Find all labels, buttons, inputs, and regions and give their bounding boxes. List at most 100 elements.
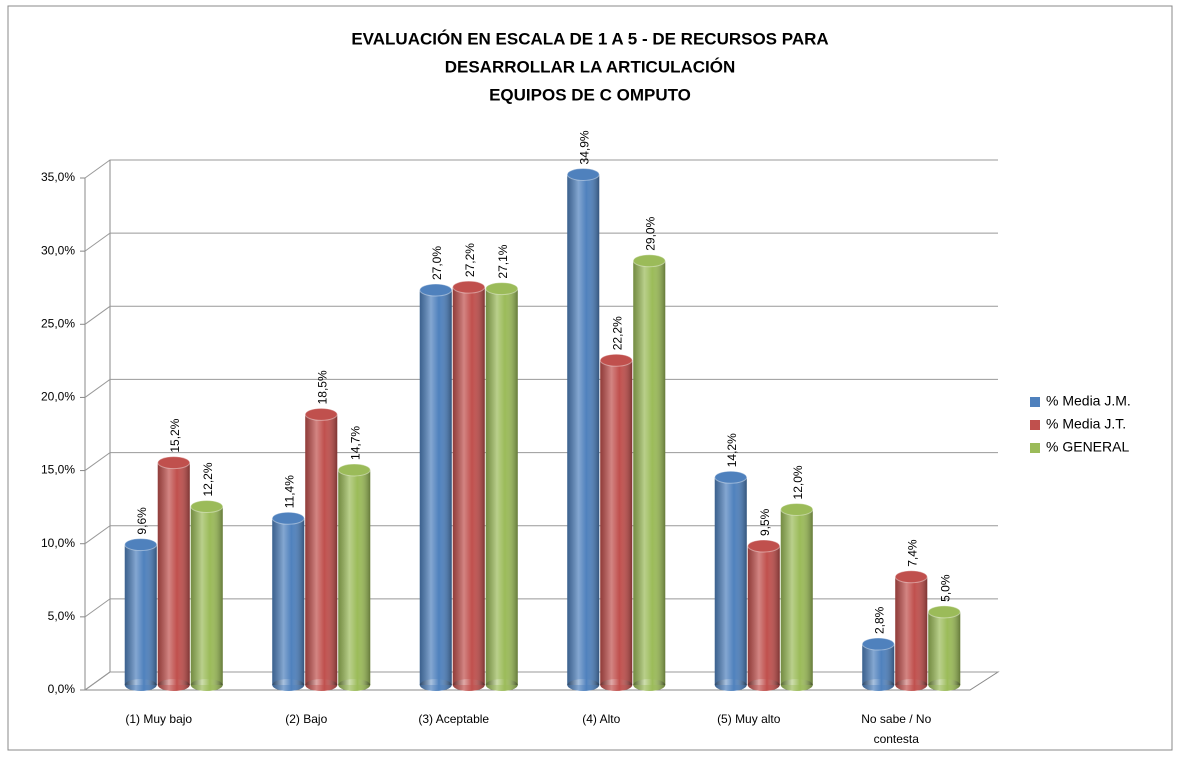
bar-base-shade	[485, 679, 518, 691]
bar	[124, 538, 158, 691]
bar	[271, 511, 305, 691]
chart-title: DESARROLLAR LA ARTICULACIÓN	[445, 57, 736, 76]
legend-swatch	[1030, 420, 1040, 430]
value-label: 15,2%	[168, 418, 182, 452]
bar-top	[780, 502, 814, 516]
bar-base-shade	[895, 679, 928, 691]
bar-shade	[157, 462, 190, 685]
bar	[304, 407, 338, 691]
y-tick-label: 35,0%	[41, 170, 75, 184]
bar-base-shade	[714, 679, 747, 691]
grid-line	[84, 232, 998, 252]
value-label: 22,2%	[610, 316, 624, 350]
bar-top	[927, 605, 961, 619]
bar-top	[566, 167, 600, 181]
y-tick-label: 30,0%	[41, 243, 75, 257]
bar-base-shade	[862, 679, 895, 691]
bar-shade	[190, 506, 223, 685]
bar-base-shade	[305, 679, 338, 691]
bar-shade	[124, 544, 157, 685]
bar-base-shade	[567, 679, 600, 691]
bar-top	[419, 283, 453, 297]
y-tick-label: 0,0%	[48, 682, 76, 696]
bar	[714, 470, 748, 691]
bar-top	[894, 570, 928, 584]
grid-line	[84, 305, 998, 325]
grid-line	[84, 452, 998, 471]
legend-label: % Media J.T.	[1046, 416, 1126, 432]
bar-shade	[780, 509, 813, 685]
bar	[599, 353, 633, 691]
bar	[157, 456, 191, 691]
legend-label: % GENERAL	[1046, 439, 1129, 455]
bar-shade	[305, 414, 338, 685]
chart-title: EVALUACIÓN EN ESCALA DE 1 A 5 - DE RECUR…	[351, 29, 828, 48]
bar-shade	[338, 469, 371, 685]
value-label: 27,2%	[463, 243, 477, 277]
grid-line	[84, 525, 998, 545]
bar	[894, 570, 928, 691]
value-label: 11,4%	[282, 475, 296, 508]
value-label: 27,0%	[430, 246, 444, 280]
bar-base-shade	[452, 679, 485, 691]
value-label: 7,4%	[905, 539, 919, 567]
legend-label: % Media J.M.	[1046, 393, 1131, 409]
bar-top	[190, 500, 224, 514]
bar-shade	[714, 477, 747, 685]
y-tick-label: 10,0%	[41, 536, 75, 550]
bar-top	[304, 407, 338, 421]
bar	[566, 167, 600, 691]
bar-shade	[600, 360, 633, 685]
bar	[190, 500, 224, 691]
value-label: 5,0%	[938, 574, 952, 602]
grid-line	[84, 378, 998, 398]
bar-top	[632, 254, 666, 268]
bar-base-shade	[600, 679, 633, 691]
bar-top	[599, 353, 633, 367]
bar	[337, 463, 371, 691]
x-tick-label: No sabe / No contesta	[861, 712, 931, 746]
y-tick-label: 25,0%	[41, 316, 75, 330]
value-label: 2,8%	[872, 606, 886, 634]
y-tick-label: 15,0%	[41, 463, 75, 477]
bar-top	[452, 280, 486, 294]
bar-top	[271, 511, 305, 525]
bar	[485, 282, 519, 691]
bar-base-shade	[928, 679, 961, 691]
grid-line	[84, 159, 998, 179]
x-tick-label: (2) Bajo	[285, 712, 327, 726]
bar-shade	[272, 518, 305, 685]
x-tick-label: (5) Muy alto	[717, 712, 781, 726]
bar-shade	[485, 288, 518, 685]
bar-top	[157, 456, 191, 470]
bar-shade	[419, 290, 452, 685]
bar-shade	[633, 260, 666, 685]
legend-swatch	[1030, 397, 1040, 407]
grid-line	[84, 671, 998, 691]
value-label: 12,2%	[201, 462, 215, 496]
value-label: 9,6%	[135, 507, 149, 535]
bar	[452, 280, 486, 691]
bar-base-shade	[780, 679, 813, 691]
bar-base-shade	[747, 679, 780, 691]
x-tick-label: (4) Alto	[582, 712, 620, 726]
value-label: 14,7%	[348, 426, 362, 460]
value-label: 27,1%	[496, 244, 510, 278]
x-tick-label: (1) Muy bajo	[125, 712, 192, 726]
value-label: 29,0%	[643, 216, 657, 250]
bar-shade	[452, 287, 485, 685]
bar	[780, 502, 814, 691]
x-tick-label: (3) Aceptable	[418, 712, 489, 726]
bar-top	[124, 538, 158, 552]
bar-shade	[895, 576, 928, 685]
bar-base-shade	[633, 679, 666, 691]
value-label: 12,0%	[791, 465, 805, 499]
bar-top	[861, 637, 895, 651]
value-label: 34,9%	[577, 130, 591, 164]
bar-base-shade	[124, 679, 157, 691]
bar-shade	[862, 644, 895, 685]
chart-title: EQUIPOS DE C OMPUTO	[489, 85, 691, 104]
bar-shade	[567, 174, 600, 685]
legend-swatch	[1030, 443, 1040, 453]
